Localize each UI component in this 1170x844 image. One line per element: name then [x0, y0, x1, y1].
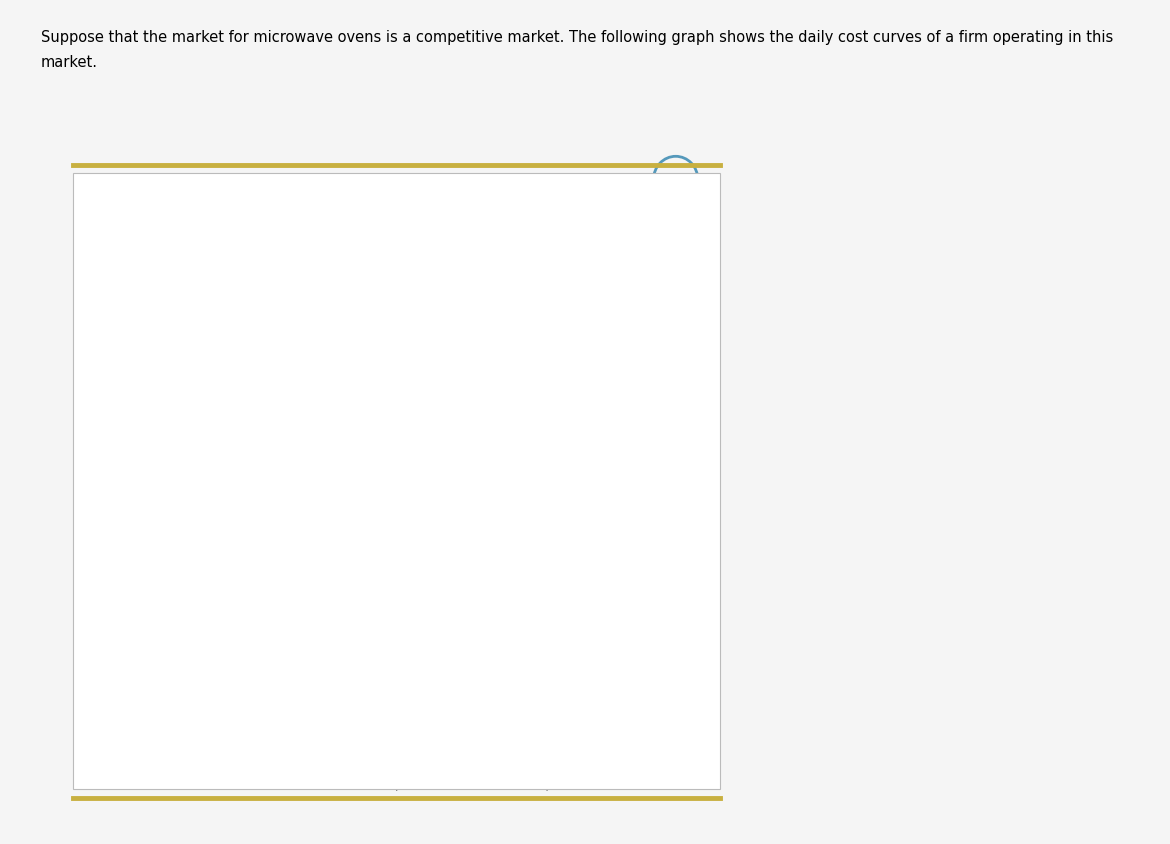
Text: ATC: ATC [538, 364, 564, 378]
Text: AVC: AVC [498, 626, 526, 641]
Y-axis label: PRICE (Dollars per oven): PRICE (Dollars per oven) [125, 406, 140, 586]
Point [675, 509, 694, 522]
X-axis label: QUANTITY (Thousands of ovens): QUANTITY (Thousands of ovens) [315, 776, 551, 791]
Point [222, 459, 241, 473]
Point [625, 555, 644, 568]
Text: Suppose that the market for microwave ovens is a competitive market. The followi: Suppose that the market for microwave ov… [41, 30, 1113, 45]
Point [373, 589, 392, 603]
Point [273, 514, 291, 528]
Point [474, 614, 493, 628]
Text: ?: ? [670, 172, 681, 190]
Point [574, 589, 593, 603]
Text: market.: market. [41, 55, 98, 70]
Text: MC: MC [347, 680, 369, 695]
